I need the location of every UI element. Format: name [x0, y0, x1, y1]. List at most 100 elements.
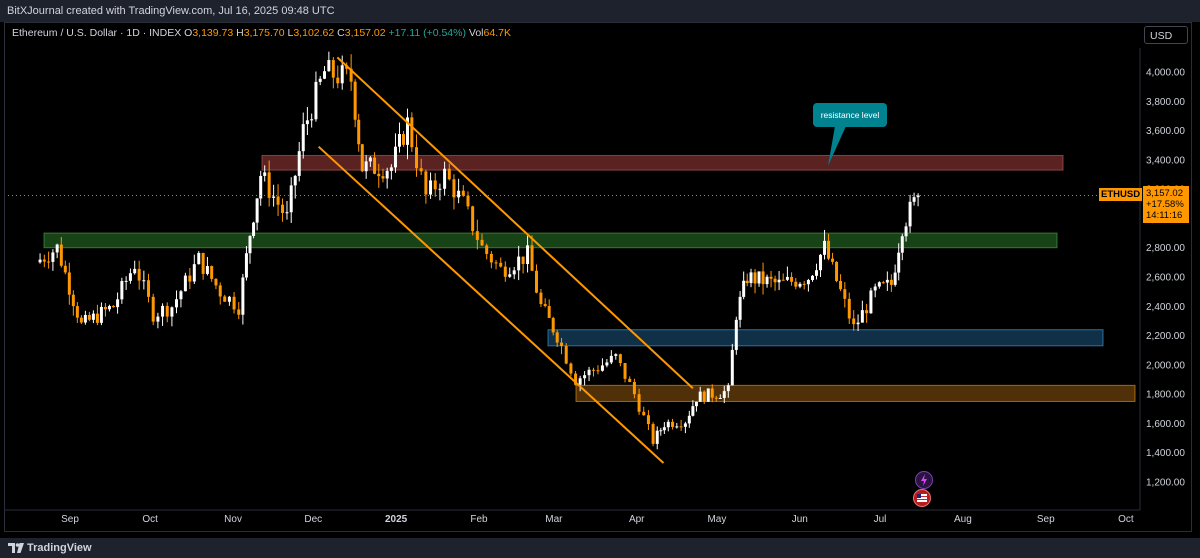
y-tick-label: 1,400.00 — [1146, 448, 1185, 459]
candle-body-79 — [373, 157, 377, 174]
x-tick-label: Sep — [1037, 514, 1055, 525]
y-tick-label: 3,600.00 — [1146, 126, 1185, 137]
candle-body-78 — [368, 157, 372, 162]
high-label: H — [236, 27, 244, 39]
candle-body-65 — [314, 81, 318, 120]
candle-body-39 — [205, 266, 209, 274]
x-tick-label: Jun — [792, 514, 808, 525]
candle-body-80 — [377, 173, 381, 177]
candle-body-171 — [769, 276, 773, 279]
candle-body-10 — [79, 317, 83, 323]
candle-body-62 — [301, 124, 305, 152]
candle-body-136 — [628, 378, 632, 382]
candle-body-24 — [137, 268, 141, 281]
lightning-event-icon[interactable] — [915, 471, 933, 489]
x-tick-label: Apr — [629, 514, 645, 525]
candle-body-199 — [885, 279, 889, 283]
candle-body-164 — [742, 280, 746, 297]
last-price-box: 3,157.02 +17.58% 14:11:16 — [1143, 186, 1189, 224]
candle-body-169 — [761, 271, 765, 285]
candle-body-37 — [197, 252, 201, 265]
candle-body-190 — [847, 298, 851, 319]
symbol-title[interactable]: Ethereum / U.S. Dollar · 1D · INDEX — [12, 27, 182, 39]
candle-body-59 — [289, 185, 293, 213]
candle-body-185 — [827, 240, 831, 259]
candle-body-42 — [218, 285, 222, 297]
candle-body-26 — [147, 280, 151, 297]
candle-body-149 — [683, 423, 687, 427]
candle-body-13 — [91, 313, 95, 320]
candle-body-195 — [869, 290, 873, 314]
candle-body-85 — [397, 134, 401, 147]
last-price: 3,157.02 — [1146, 188, 1183, 200]
candle-body-121 — [560, 342, 564, 347]
us-flag-event-icon[interactable] — [913, 489, 931, 507]
candle-body-63 — [305, 120, 309, 125]
close-value: 3,157.02 — [344, 27, 386, 39]
candle-body-141 — [651, 424, 655, 444]
candle-body-157 — [714, 397, 718, 399]
candle-body-38 — [201, 252, 205, 274]
candle-body-143 — [659, 430, 663, 432]
candle-body-86 — [401, 134, 405, 145]
candle-body-15 — [99, 306, 103, 323]
candle-body-151 — [691, 406, 695, 416]
candle-body-55 — [272, 196, 276, 198]
candle-body-154 — [702, 391, 706, 402]
candle-body-163 — [738, 296, 742, 320]
candle-body-27 — [151, 296, 155, 322]
candle-body-94 — [438, 188, 442, 190]
candle-body-191 — [852, 318, 856, 325]
footer-brand[interactable]: TradingView — [27, 542, 92, 554]
candle-body-7 — [67, 272, 71, 295]
candle-body-170 — [765, 276, 769, 285]
candle-body-98 — [457, 190, 461, 198]
candle-body-54 — [267, 172, 271, 198]
candle-body-109 — [508, 274, 512, 277]
candle-body-108 — [503, 266, 507, 277]
candle-body-74 — [353, 81, 357, 120]
resistance-callout[interactable]: resistance level — [813, 103, 887, 127]
candle-body-12 — [87, 314, 91, 320]
candle-body-162 — [734, 319, 738, 350]
candle-body-0 — [38, 259, 42, 263]
candle-body-196 — [873, 286, 877, 291]
candle-body-128 — [592, 369, 596, 371]
candle-body-153 — [698, 391, 702, 402]
candle-body-176 — [790, 276, 794, 282]
low-label: L — [287, 27, 294, 39]
y-tick-label: 2,000.00 — [1146, 360, 1185, 371]
candle-body-112 — [521, 256, 525, 265]
candle-body-160 — [726, 385, 730, 392]
candle-body-96 — [447, 168, 451, 180]
candle-body-91 — [424, 171, 428, 195]
chart-area[interactable] — [0, 22, 1200, 538]
candle-body-188 — [839, 280, 843, 290]
candle-body-139 — [642, 411, 646, 416]
candle-body-97 — [452, 179, 456, 198]
currency-selector[interactable]: USD — [1144, 26, 1188, 44]
channel-upper-line — [336, 56, 694, 390]
candle-body-90 — [419, 168, 423, 172]
candle-body-118 — [547, 306, 551, 318]
candle-body-175 — [785, 276, 789, 280]
candle-body-184 — [823, 240, 827, 255]
candle-body-8 — [71, 294, 75, 307]
candle-body-82 — [385, 170, 389, 179]
candle-body-183 — [819, 254, 823, 271]
candle-body-187 — [835, 261, 839, 281]
candle-body-71 — [340, 65, 344, 84]
y-tick-label: 2,400.00 — [1146, 302, 1185, 313]
candle-body-41 — [214, 278, 218, 286]
candle-body-11 — [83, 314, 87, 323]
candle-body-181 — [811, 275, 814, 280]
candle-body-200 — [889, 279, 893, 285]
candle-body-207 — [916, 195, 920, 198]
candle-body-20 — [120, 281, 124, 300]
candle-body-189 — [843, 289, 847, 299]
candle-body-36 — [192, 264, 196, 282]
candle-body-138 — [637, 394, 641, 412]
attribution-bar: BitXJournal created with TradingView.com… — [0, 0, 1200, 22]
candle-body-95 — [443, 168, 447, 189]
